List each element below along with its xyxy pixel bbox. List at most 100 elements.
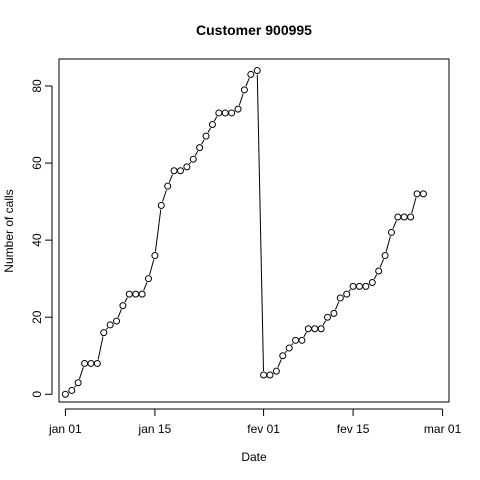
series-line-segment: [334, 301, 340, 310]
series-line-segment: [105, 327, 108, 330]
x-axis-label: Date: [241, 450, 267, 464]
data-point: [381, 252, 389, 260]
data-point: [93, 359, 101, 367]
data-point: [106, 321, 114, 329]
y-tick-label: 40: [30, 233, 44, 247]
data-point: [119, 302, 127, 310]
x-tick-label: jan 15: [138, 422, 172, 436]
data-point: [362, 282, 370, 290]
series-line-segment: [392, 220, 397, 229]
data-point: [292, 336, 300, 344]
series-line-segment: [168, 174, 174, 183]
data-point: [125, 290, 133, 298]
data-point: [189, 155, 197, 163]
series-line-segment: [238, 93, 244, 106]
data-point: [355, 282, 363, 290]
data-point: [170, 167, 178, 175]
series-line-segment: [201, 139, 205, 145]
series-line-segment: [303, 332, 307, 338]
data-point: [145, 275, 153, 283]
data-point: [151, 252, 159, 260]
series-line-segment: [277, 359, 282, 368]
series-line-segment: [348, 289, 351, 292]
data-point: [100, 329, 108, 337]
data-point: [81, 359, 89, 367]
series-line-segment: [189, 161, 192, 165]
y-tick-label: 20: [30, 310, 44, 324]
data-point: [298, 336, 306, 344]
x-tick-label: fev 15: [337, 422, 370, 436]
data-point: [317, 325, 325, 333]
data-point: [164, 182, 172, 190]
data-point: [208, 121, 216, 129]
series-line-segment: [291, 343, 294, 346]
data-point: [247, 70, 255, 78]
data-point: [61, 390, 69, 398]
data-point: [266, 371, 274, 379]
series-line-segment: [117, 309, 122, 318]
data-point: [138, 290, 146, 298]
data-point: [400, 213, 408, 221]
data-point: [387, 228, 395, 236]
data-point: [176, 167, 184, 175]
y-axis-label: Number of calls: [2, 189, 16, 272]
series-line-segment: [97, 336, 104, 360]
data-point: [183, 163, 191, 171]
data-point: [336, 294, 344, 302]
series-line-segment: [143, 282, 148, 291]
series-line-segment: [149, 259, 155, 275]
data-point: [304, 325, 312, 333]
series-line-segment: [245, 77, 250, 87]
data-point: [349, 282, 357, 290]
data-point: [419, 190, 427, 198]
x-tick-label: fev 01: [247, 422, 280, 436]
series-layer: [61, 67, 427, 398]
x-tick-label: mar 01: [424, 422, 462, 436]
y-tick-label: 0: [30, 391, 44, 398]
x-tick-label: jan 01: [48, 422, 82, 436]
y-tick-label: 60: [30, 156, 44, 170]
series-line-segment: [213, 116, 218, 122]
series-line-segment: [373, 274, 378, 280]
data-point: [202, 132, 210, 140]
data-point: [343, 290, 351, 298]
y-axis: 0 20 40 60 80: [30, 79, 53, 398]
data-point: [279, 352, 287, 360]
data-point: [394, 213, 402, 221]
series-line-segment: [73, 385, 77, 388]
series-line-segment: [154, 209, 162, 252]
data-point: [324, 313, 332, 321]
data-point: [87, 359, 95, 367]
series-line-segment: [162, 189, 167, 202]
data-point: [215, 109, 223, 117]
series-line-segment: [256, 74, 265, 372]
data-point: [113, 317, 121, 325]
data-point: [413, 190, 421, 198]
data-point: [311, 325, 319, 333]
data-point: [253, 67, 261, 75]
plot-area-frame: [58, 58, 450, 403]
data-point: [228, 109, 236, 117]
series-line-segment: [78, 367, 84, 380]
chart-title: Customer 900995: [196, 22, 312, 38]
series-line-segment: [322, 320, 327, 326]
data-point: [132, 290, 140, 298]
data-point: [68, 386, 76, 394]
series-line-segment: [207, 127, 211, 133]
data-point: [260, 371, 268, 379]
data-point: [196, 144, 204, 152]
data-point: [157, 201, 165, 209]
series-line-segment: [411, 197, 417, 214]
data-point: [330, 309, 338, 317]
series-line-segment: [379, 259, 384, 268]
data-point: [285, 344, 293, 352]
x-axis: jan 01 jan 15 fev 01 fev 15 mar 01: [48, 408, 462, 436]
series-line-segment: [124, 297, 128, 303]
series-line-segment: [194, 150, 199, 156]
data-point: [272, 367, 280, 375]
data-point: [234, 105, 242, 113]
data-point: [240, 86, 248, 94]
series-line-segment: [284, 350, 287, 353]
y-tick-label: 80: [30, 79, 44, 93]
